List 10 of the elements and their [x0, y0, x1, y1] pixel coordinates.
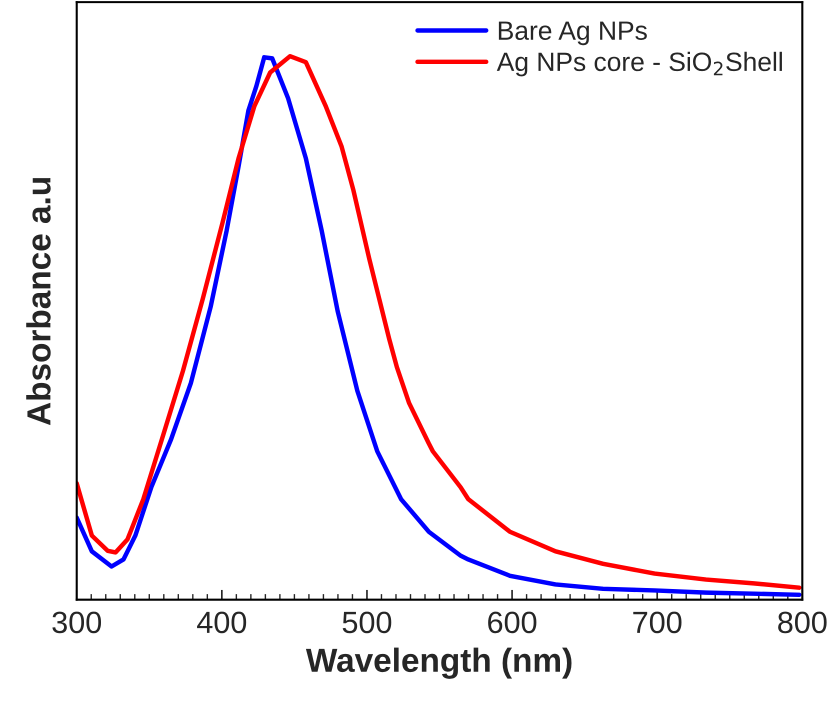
legend-label: Bare Ag NPs: [498, 22, 647, 46]
x-tick-label: 400: [197, 612, 246, 634]
x-tick-label: 700: [633, 612, 682, 634]
legend-label: Ag NPs core - SiO$_{2}$Shell: [496, 52, 782, 76]
x-tick-label: 500: [342, 612, 392, 634]
y-axis-title: Absorbance a.u: [26, 178, 51, 426]
x-tick-label: 300: [52, 612, 102, 634]
x-axis-title: Wavelength (nm): [306, 648, 572, 679]
x-tick-label: 800: [778, 612, 827, 634]
x-tick-label: 600: [488, 612, 536, 634]
